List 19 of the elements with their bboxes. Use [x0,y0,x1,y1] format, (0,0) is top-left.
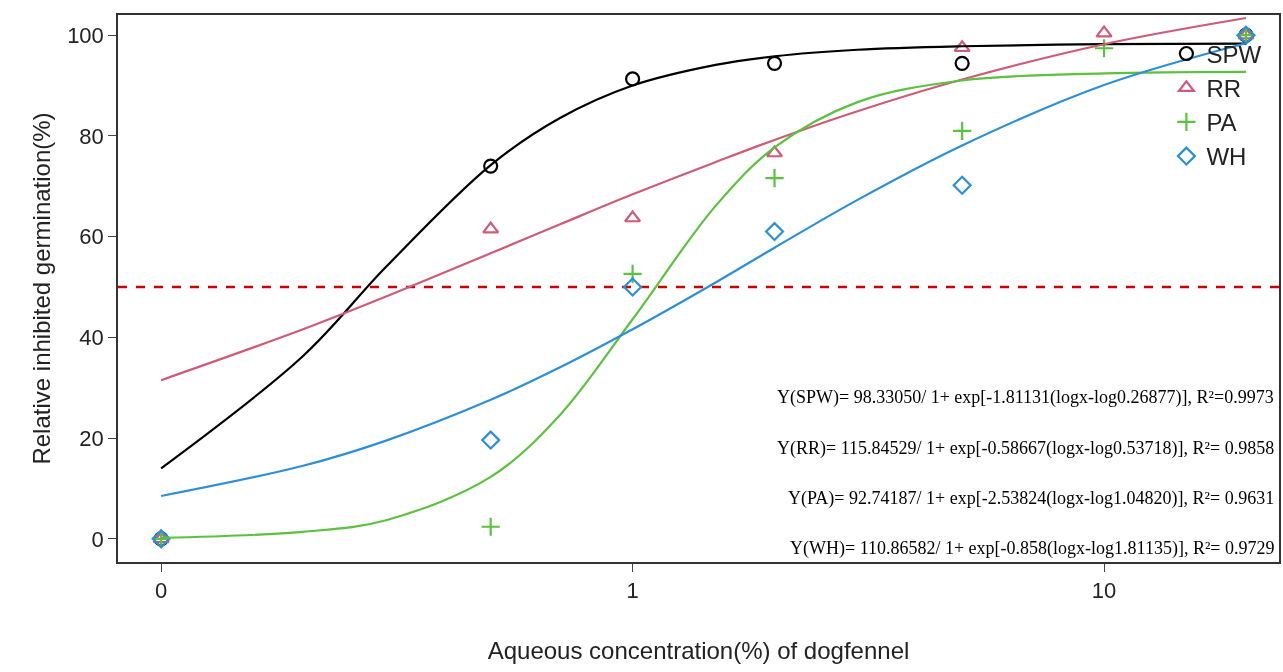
y-tick-label: 40 [79,325,104,351]
x-tick-label: 0 [155,578,168,604]
legend-label: WH [1206,143,1247,171]
y-tick-label: 100 [67,22,104,48]
annotation: Y(SPW)= 98.33050/ 1+ exp[-1.81131(logx-log0.26877)], R²=0.9973 [777,387,1274,408]
legend-label: SPW [1206,40,1262,68]
x-tick-label: 1 [626,578,639,604]
legend-label: RR [1206,75,1242,103]
annotation: Y(RR)= 115.84529/ 1+ exp[-0.58667(logx-log0.53718)], R²= 0.9858 [777,438,1275,459]
x-axis-title: Aqueous concentration(%) of dogfennel [487,636,910,664]
legend-label: PA [1206,109,1237,137]
annotation: Y(WH)= 110.86582/ 1+ exp[-0.858(logx-log1.81135)], R²= 0.9729 [790,538,1275,559]
x-tick-label: 10 [1091,578,1117,604]
y-tick-label: 20 [79,425,104,451]
y-tick-label: 80 [79,123,104,149]
y-tick-label: 0 [91,526,104,552]
y-axis-title: Relative inhibited germination(%) [27,112,55,465]
annotation: Y(PA)= 92.74187/ 1+ exp[-2.53824(logx-log1.04820)], R²= 0.9631 [788,488,1275,509]
y-tick-label: 60 [79,224,104,250]
